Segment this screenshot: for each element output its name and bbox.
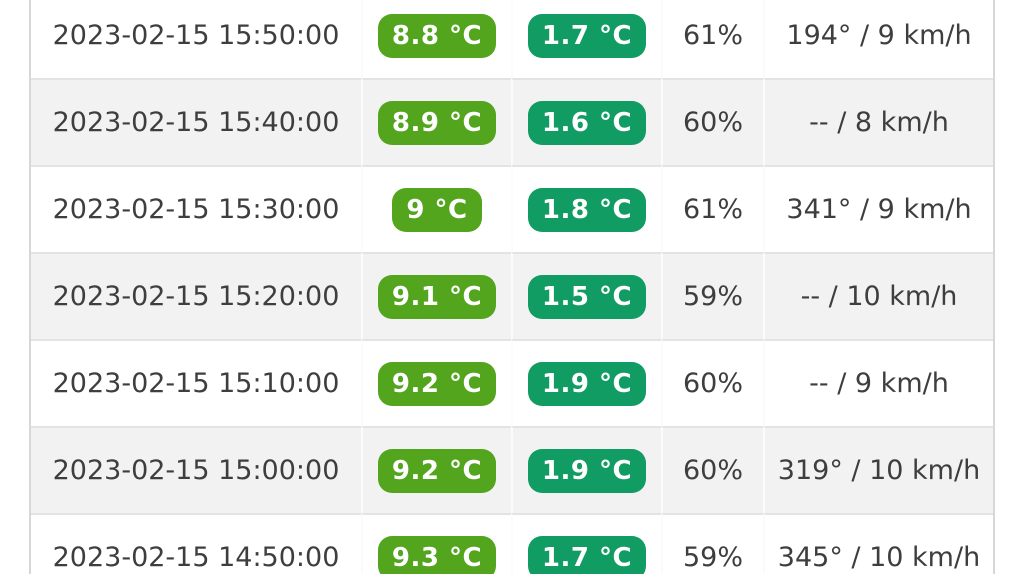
wind-text: -- / 8 km/h bbox=[809, 107, 949, 138]
humidity-cell: 59% bbox=[661, 513, 763, 574]
timestamp-text: 2023-02-15 15:50:00 bbox=[52, 20, 340, 51]
timestamp-cell: 2023-02-15 14:50:00 bbox=[31, 513, 361, 574]
wind-cell: 341° / 9 km/h bbox=[763, 165, 993, 252]
wind-cell: -- / 9 km/h bbox=[763, 339, 993, 426]
timestamp-cell: 2023-02-15 15:30:00 bbox=[31, 165, 361, 252]
weather-history-table: 2023-02-15 15:50:00 8.8 °C 1.7 °C 61% 19… bbox=[31, 0, 993, 574]
dew-point-badge: 1.8 °C bbox=[527, 187, 647, 232]
wind-cell: 319° / 10 km/h bbox=[763, 426, 993, 513]
temperature-badge: 8.9 °C bbox=[377, 100, 497, 145]
dew-point-badge: 1.5 °C bbox=[527, 274, 647, 319]
timestamp-cell: 2023-02-15 15:50:00 bbox=[31, 0, 361, 78]
temperature-badge: 9.2 °C bbox=[377, 361, 497, 406]
timestamp-cell: 2023-02-15 15:40:00 bbox=[31, 78, 361, 165]
humidity-text: 60% bbox=[682, 455, 743, 486]
dew-point-cell: 1.7 °C bbox=[511, 0, 661, 78]
timestamp-text: 2023-02-15 15:20:00 bbox=[52, 281, 340, 312]
wind-text: -- / 9 km/h bbox=[809, 368, 949, 399]
timestamp-text: 2023-02-15 15:00:00 bbox=[52, 455, 340, 486]
wind-cell: -- / 10 km/h bbox=[763, 252, 993, 339]
dew-point-cell: 1.6 °C bbox=[511, 78, 661, 165]
temperature-badge: 9.1 °C bbox=[377, 274, 497, 319]
humidity-text: 61% bbox=[682, 20, 743, 51]
humidity-text: 59% bbox=[682, 281, 743, 312]
temperature-cell: 9.1 °C bbox=[361, 252, 511, 339]
temperature-badge: 9.3 °C bbox=[377, 535, 497, 574]
temperature-badge: 9 °C bbox=[392, 187, 482, 232]
humidity-text: 59% bbox=[682, 542, 743, 573]
temperature-cell: 9.2 °C bbox=[361, 339, 511, 426]
wind-text: 345° / 10 km/h bbox=[777, 542, 981, 573]
humidity-cell: 61% bbox=[661, 0, 763, 78]
timestamp-text: 2023-02-15 15:30:00 bbox=[52, 194, 340, 225]
humidity-text: 60% bbox=[682, 368, 743, 399]
dew-point-cell: 1.8 °C bbox=[511, 165, 661, 252]
humidity-text: 61% bbox=[682, 194, 743, 225]
table-row: 2023-02-15 14:50:00 9.3 °C 1.7 °C 59% 34… bbox=[31, 513, 993, 574]
wind-text: -- / 10 km/h bbox=[800, 281, 958, 312]
temperature-cell: 9.2 °C bbox=[361, 426, 511, 513]
timestamp-text: 2023-02-15 15:10:00 bbox=[52, 368, 340, 399]
timestamp-cell: 2023-02-15 15:10:00 bbox=[31, 339, 361, 426]
temperature-cell: 9.3 °C bbox=[361, 513, 511, 574]
table-row: 2023-02-15 15:40:00 8.9 °C 1.6 °C 60% --… bbox=[31, 78, 993, 165]
humidity-cell: 59% bbox=[661, 252, 763, 339]
dew-point-badge: 1.7 °C bbox=[527, 535, 647, 574]
humidity-cell: 61% bbox=[661, 165, 763, 252]
temperature-cell: 8.9 °C bbox=[361, 78, 511, 165]
humidity-text: 60% bbox=[682, 107, 743, 138]
table-row: 2023-02-15 15:10:00 9.2 °C 1.9 °C 60% --… bbox=[31, 339, 993, 426]
temperature-cell: 8.8 °C bbox=[361, 0, 511, 78]
temperature-cell: 9 °C bbox=[361, 165, 511, 252]
humidity-cell: 60% bbox=[661, 426, 763, 513]
temperature-badge: 9.2 °C bbox=[377, 448, 497, 493]
dew-point-cell: 1.9 °C bbox=[511, 339, 661, 426]
table-row: 2023-02-15 15:30:00 9 °C 1.8 °C 61% 341°… bbox=[31, 165, 993, 252]
dew-point-badge: 1.7 °C bbox=[527, 13, 647, 58]
timestamp-text: 2023-02-15 14:50:00 bbox=[52, 542, 340, 573]
timestamp-text: 2023-02-15 15:40:00 bbox=[52, 107, 340, 138]
timestamp-cell: 2023-02-15 15:00:00 bbox=[31, 426, 361, 513]
weather-history-table-container: 2023-02-15 15:50:00 8.8 °C 1.7 °C 61% 19… bbox=[29, 0, 995, 574]
humidity-cell: 60% bbox=[661, 339, 763, 426]
dew-point-cell: 1.5 °C bbox=[511, 252, 661, 339]
dew-point-badge: 1.9 °C bbox=[527, 361, 647, 406]
wind-text: 194° / 9 km/h bbox=[786, 20, 972, 51]
wind-text: 341° / 9 km/h bbox=[786, 194, 972, 225]
wind-cell: -- / 8 km/h bbox=[763, 78, 993, 165]
temperature-badge: 8.8 °C bbox=[377, 13, 497, 58]
table-row: 2023-02-15 15:50:00 8.8 °C 1.7 °C 61% 19… bbox=[31, 0, 993, 78]
table-row: 2023-02-15 15:00:00 9.2 °C 1.9 °C 60% 31… bbox=[31, 426, 993, 513]
wind-text: 319° / 10 km/h bbox=[777, 455, 981, 486]
wind-cell: 345° / 10 km/h bbox=[763, 513, 993, 574]
table-row: 2023-02-15 15:20:00 9.1 °C 1.5 °C 59% --… bbox=[31, 252, 993, 339]
dew-point-cell: 1.7 °C bbox=[511, 513, 661, 574]
humidity-cell: 60% bbox=[661, 78, 763, 165]
timestamp-cell: 2023-02-15 15:20:00 bbox=[31, 252, 361, 339]
dew-point-badge: 1.9 °C bbox=[527, 448, 647, 493]
dew-point-badge: 1.6 °C bbox=[527, 100, 647, 145]
dew-point-cell: 1.9 °C bbox=[511, 426, 661, 513]
wind-cell: 194° / 9 km/h bbox=[763, 0, 993, 78]
